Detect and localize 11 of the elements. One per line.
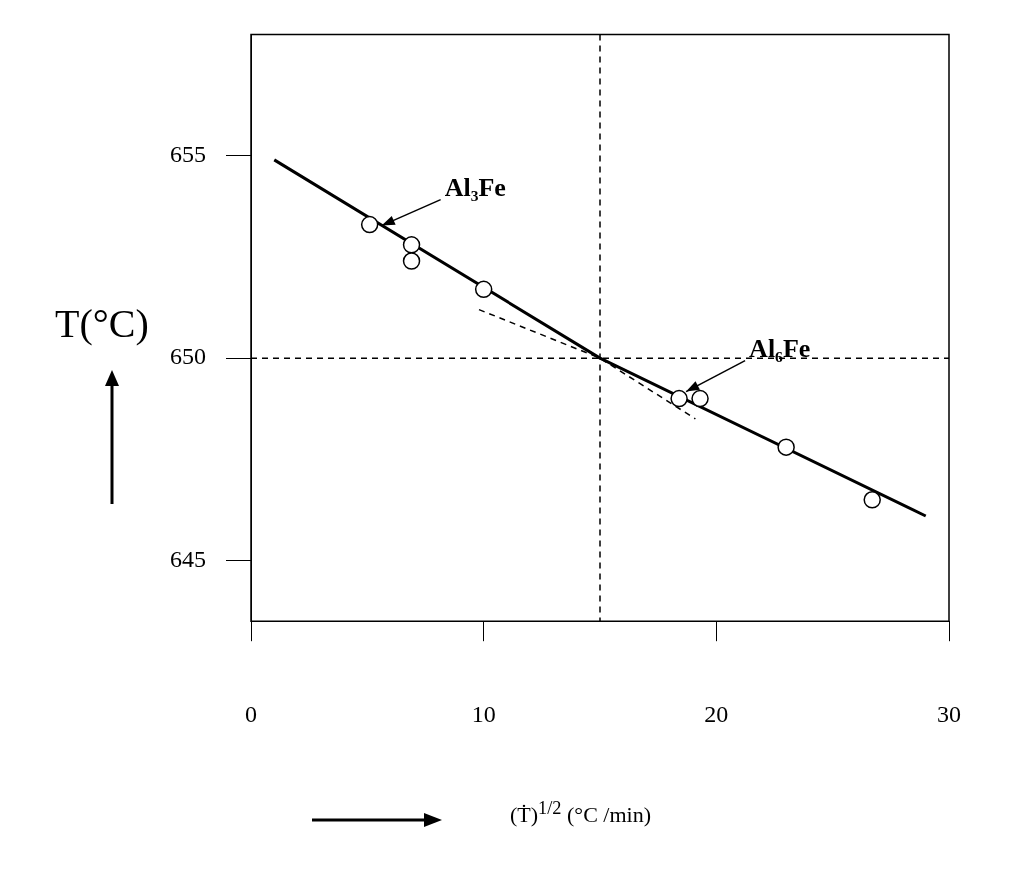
annotation: Al₃Fe [444, 173, 506, 203]
x-tick-label: 0 [245, 700, 257, 727]
y-tick-label: 655 [170, 141, 206, 168]
x-tick-label: 20 [704, 700, 729, 727]
x-tick-label: 30 [937, 700, 961, 727]
x-tick-label: 10 [471, 700, 496, 727]
y-tick-label: 645 [170, 545, 206, 572]
x-axis-title: (Ṫ)$^{1/2}$ (°C /min) [510, 798, 651, 829]
y-axis-title: T(°C) [55, 300, 149, 347]
y-tick-label: 650 [170, 343, 206, 370]
annotation: Al₆Fe [749, 334, 811, 364]
